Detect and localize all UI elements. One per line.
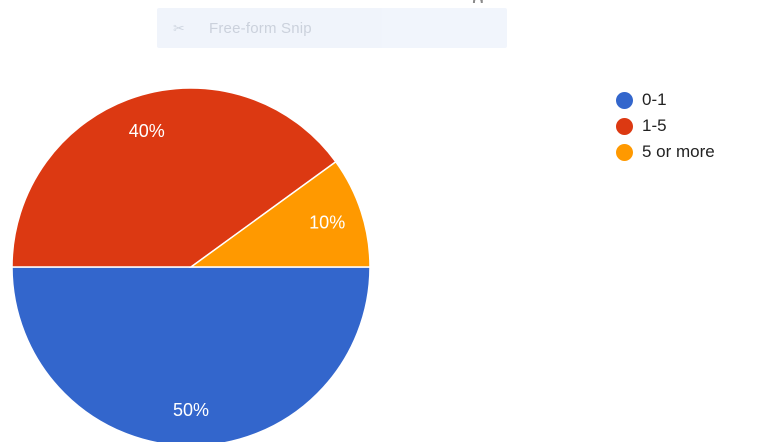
title-fragment: g [472,0,496,3]
slice-1-5[interactable] [11,87,337,268]
scissors-icon[interactable]: ✂ [173,20,185,36]
legend-item-1-5[interactable]: 1-5 [616,113,715,139]
legend-label: 0-1 [642,90,667,109]
slice-label-0-1: 50% [173,400,209,420]
chart-legend: 0-1 1-5 5 or more [616,87,715,165]
snip-toolbar[interactable]: ✂ Free-form Snip [157,8,507,48]
slice-label-5-or-more: 10% [309,213,345,233]
legend-item-0-1[interactable]: 0-1 [616,87,715,113]
legend-label: 1-5 [642,116,667,135]
slice-label-1-5: 40% [129,121,165,141]
legend-swatch [616,117,633,135]
legend-label: 5 or more [642,142,715,161]
legend-item-5-or-more[interactable]: 5 or more [616,139,715,165]
slice-5-or-more[interactable] [188,160,371,268]
snip-mode-label: Free-form Snip [209,19,312,37]
legend-swatch [616,91,633,109]
legend-swatch [616,143,633,161]
slice-0-1[interactable] [11,266,371,442]
